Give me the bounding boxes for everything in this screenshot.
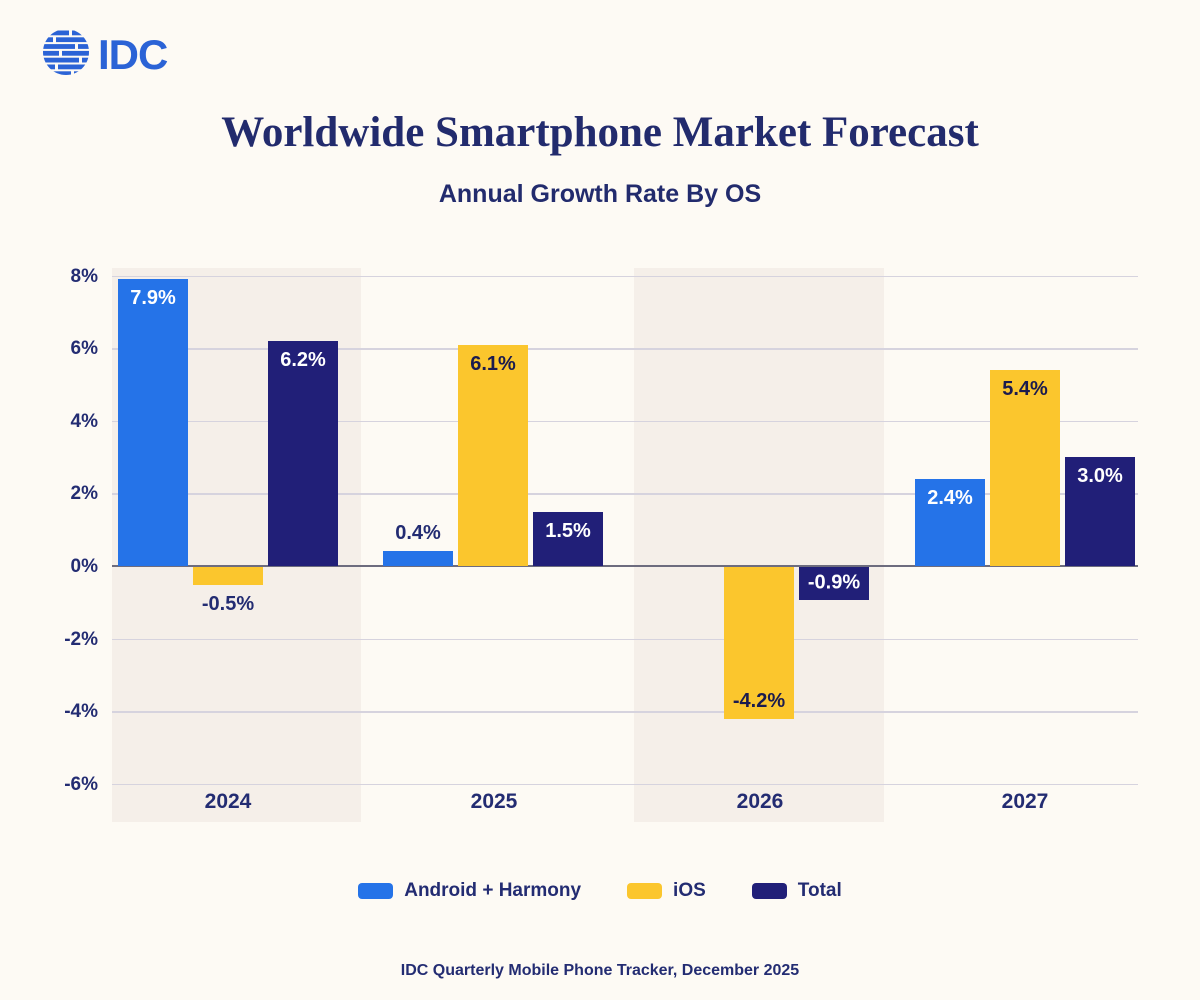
bar-ios-2027: 5.4% [990,369,1060,566]
bar-value-label: 0.4% [395,522,441,545]
legend-label: Total [797,880,842,901]
gridline [112,275,1138,278]
gridline [112,493,1138,495]
bar-value-label: -0.9% [807,571,861,594]
bar-total-2026: -0.9% [799,567,869,600]
chart-subtitle: Annual Growth Rate By OS [438,180,762,208]
bar-value-label: 6.1% [470,352,516,375]
bar-ios-2026: -4.2% [724,567,794,720]
bar-value-label: -0.5% [201,593,255,616]
legend-item-android-harmony: Android + Harmony [358,880,581,902]
bar-ios-2024: -0.5% [193,567,263,615]
y-tick-label: 6% [70,338,98,360]
gridline [112,638,1138,641]
x-tick-label-2024: 2024 [204,790,252,813]
bar-value-label: 1.5% [545,519,591,542]
chart-title: Worldwide Smartphone Market Forecast [221,109,979,156]
gridline [112,348,1138,350]
bar-total-2025: 1.5% [533,511,603,566]
bar-ios-2025: 6.1% [458,344,528,566]
legend-label: iOS [673,880,706,901]
legend-swatch [751,883,787,899]
y-tick-label: -4% [64,701,98,723]
bar-total-2027: 3.0% [1065,457,1135,566]
idc-logo-text: IDC [98,30,168,78]
bar-chart-plot-area: 8% 6% 4% 2% 0% -2% -4% -6% 7.9% -0.5% 6.2% 0.4% 6.1%… [64,266,1138,822]
gridline [112,783,1138,786]
y-tick-label: 2% [70,483,98,505]
y-tick-label: 4% [70,410,98,432]
bar-total-2024: 6.2% [268,340,338,566]
y-tick-label: -2% [64,628,98,650]
x-tick-label-2025: 2025 [470,790,518,813]
x-axis-zero-line [112,565,1138,567]
bar-android-harmony-2025: 0.4% [383,522,453,566]
chart-legend: Android + Harmony iOS Total [0,880,1200,902]
legend-swatch [627,883,663,899]
bar-android-harmony-2027: 2.4% [915,478,985,566]
bar-value-label: -4.2% [732,690,786,713]
source-note: IDC Quarterly Mobile Phone Tracker, Dece… [400,962,800,979]
y-tick-label: 0% [70,556,98,577]
bar-value-label: 3.0% [1077,465,1123,488]
bar-value-label: 7.9% [130,287,176,310]
gridline [112,711,1138,713]
bar-value-label: 6.2% [280,348,326,371]
idc-globe-icon [40,26,92,83]
bar-value-label: 5.4% [1002,377,1048,400]
y-tick-label: -6% [64,773,98,795]
legend-swatch [358,883,394,899]
x-tick-label-2026: 2026 [736,790,784,813]
y-tick-label: 8% [70,265,98,287]
legend-label: Android + Harmony [404,880,582,901]
category-background-band [634,268,884,822]
x-tick-label-2027: 2027 [1001,790,1049,813]
legend-item-total: Total [751,880,842,902]
bar-value-label: 2.4% [927,486,973,509]
legend-item-ios: iOS [627,880,706,902]
idc-logo: IDC [40,26,168,83]
gridline [112,420,1138,423]
bar-android-harmony-2024: 7.9% [118,279,188,566]
